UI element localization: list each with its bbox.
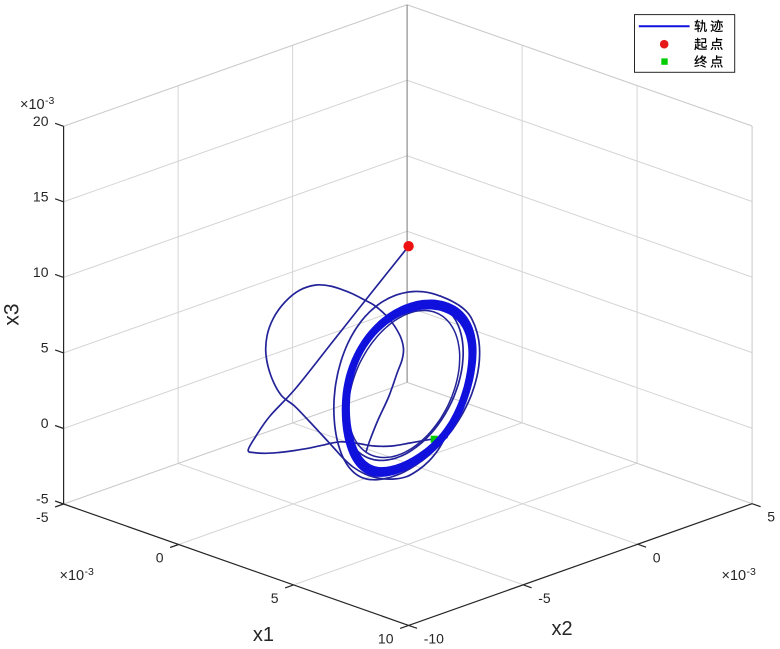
- svg-text:-5: -5: [36, 491, 49, 507]
- svg-text:×10: ×10: [20, 97, 45, 113]
- svg-text:10: 10: [33, 264, 49, 280]
- svg-text:-10: -10: [424, 630, 444, 646]
- svg-text:-3: -3: [85, 566, 94, 578]
- svg-text:5: 5: [271, 590, 279, 606]
- svg-text:5: 5: [767, 509, 775, 525]
- svg-text:15: 15: [33, 188, 49, 204]
- svg-text:10: 10: [378, 630, 394, 646]
- svg-text:-5: -5: [36, 509, 49, 525]
- svg-text:×10: ×10: [60, 568, 85, 584]
- svg-text:-3: -3: [747, 566, 756, 578]
- svg-text:-3: -3: [45, 95, 54, 107]
- svg-text:0: 0: [156, 550, 164, 566]
- svg-text:x2: x2: [551, 618, 572, 640]
- svg-text:x3: x3: [1, 303, 24, 325]
- svg-text:×10: ×10: [722, 568, 747, 584]
- svg-text:x1: x1: [253, 624, 274, 646]
- svg-text:0: 0: [41, 415, 49, 431]
- svg-text:20: 20: [33, 113, 49, 129]
- svg-text:0: 0: [653, 549, 661, 565]
- svg-text:5: 5: [41, 339, 49, 355]
- svg-text:-5: -5: [538, 590, 551, 606]
